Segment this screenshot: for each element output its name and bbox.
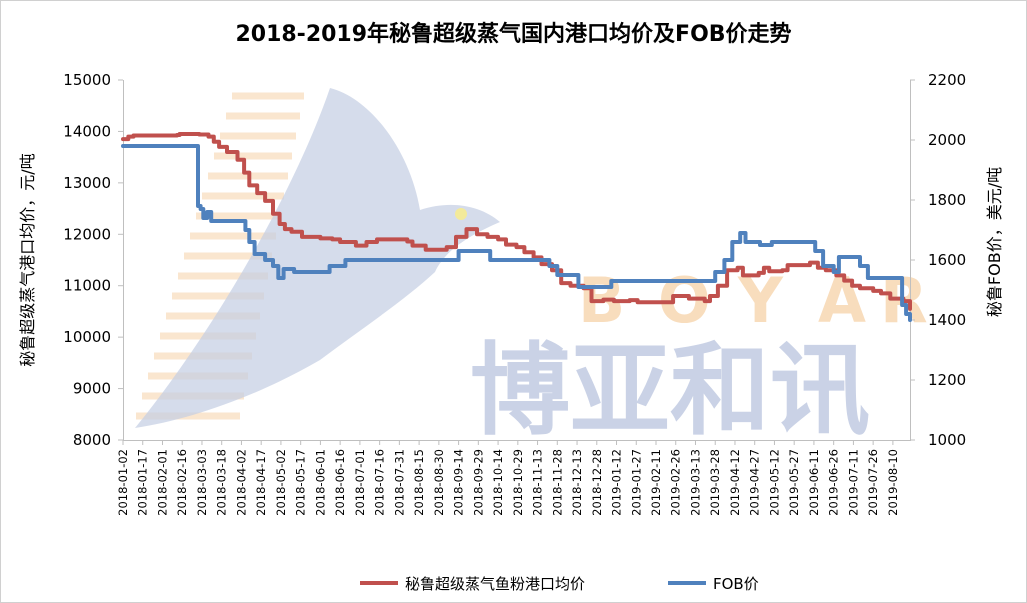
x-tick-label: 2018-06-16	[333, 449, 347, 516]
watermark-chinese: 博亚和讯	[470, 332, 870, 449]
x-tick-label: 2019-05-27	[787, 449, 801, 516]
x-tick-label: 2019-07-11	[846, 449, 860, 516]
series-layer	[121, 132, 912, 322]
x-tick-label: 2018-11-13	[531, 449, 545, 516]
x-tick-label: 2019-01-12	[610, 449, 624, 516]
right-tick-label: 2200	[928, 71, 966, 89]
right-axis-ticks: 1000 1200 1400 1600 1800 2000 2200	[910, 71, 966, 449]
left-tick-label: 10000	[63, 328, 111, 346]
x-tick-label: 2018-05-17	[294, 449, 308, 516]
left-axis-title: 秘鲁超级蒸气港口均价，元/吨	[18, 153, 37, 366]
watermark-bird-shape	[135, 88, 500, 428]
right-tick-label: 2000	[928, 131, 966, 149]
chart-title: 2018-2019年秘鲁超级蒸气国内港口均价及FOB价走势	[235, 22, 792, 47]
right-tick-label: 1400	[928, 311, 966, 329]
x-tick-label: 2018-07-16	[373, 449, 387, 516]
x-tick-label: 2018-12-13	[570, 449, 584, 516]
x-tick-label: 2018-04-17	[254, 449, 268, 516]
x-tick-label: 2018-10-29	[511, 449, 525, 516]
right-tick-label: 1200	[928, 371, 966, 389]
left-tick-label: 13000	[63, 174, 111, 192]
left-tick-label: 14000	[63, 122, 111, 140]
x-tick-label: 2018-07-01	[353, 449, 367, 516]
x-tick-label: 2018-09-14	[452, 449, 466, 516]
x-tick-label: 2018-03-18	[215, 449, 229, 516]
x-tick-label: 2018-04-02	[234, 449, 248, 516]
x-tick-label: 2019-01-27	[629, 449, 643, 516]
x-tick-label: 2019-04-12	[728, 449, 742, 516]
axes: 8000 9000 10000 11000 12000 13000 14000 15000 1…	[63, 71, 966, 516]
x-tick-label: 2019-06-26	[827, 449, 841, 516]
x-tick-label: 2018-01-17	[136, 449, 150, 516]
x-tick-label: 2019-08-10	[886, 449, 900, 516]
x-tick-label: 2019-04-27	[748, 449, 762, 516]
x-tick-label: 2018-02-16	[175, 449, 189, 516]
x-tick-label: 2018-10-14	[491, 449, 505, 516]
legend: 秘鲁超级蒸气鱼粉港口均价 FOB价	[360, 575, 759, 593]
right-axis-title: 秘鲁FOB价，美元/吨	[985, 167, 1004, 317]
right-tick-label: 1600	[928, 251, 966, 269]
x-tick-label: 2018-02-01	[155, 449, 169, 516]
x-tick-label: 2019-06-11	[807, 449, 821, 516]
left-tick-label: 12000	[63, 225, 111, 243]
x-tick-label: 2018-01-02	[116, 449, 130, 516]
x-tick-label: 2018-12-28	[590, 449, 604, 516]
watermark-eye	[455, 208, 467, 220]
left-tick-label: 15000	[63, 71, 111, 89]
x-tick-label: 2018-03-03	[195, 449, 209, 516]
left-tick-label: 11000	[63, 277, 111, 295]
x-tick-label: 2019-07-26	[866, 449, 880, 516]
x-tick-label: 2018-05-02	[274, 449, 288, 516]
right-tick-label: 1800	[928, 191, 966, 209]
x-tick-label: 2018-06-01	[313, 449, 327, 516]
left-tick-label: 8000	[73, 431, 111, 449]
x-tick-label: 2018-09-29	[471, 449, 485, 516]
x-tick-label: 2019-05-12	[767, 449, 781, 516]
legend-label-fob: FOB价	[713, 575, 759, 593]
x-tick-label: 2018-07-31	[392, 449, 406, 516]
right-tick-label: 1000	[928, 431, 966, 449]
x-tick-label: 2018-08-15	[412, 449, 426, 516]
x-tick-label: 2019-02-26	[669, 449, 683, 516]
x-tick-label: 2019-03-13	[688, 449, 702, 516]
series-line-fob-price	[121, 144, 912, 322]
left-tick-label: 9000	[73, 380, 111, 398]
x-tick-label: 2018-11-28	[550, 449, 564, 516]
left-axis-ticks: 8000 9000 10000 11000 12000 13000 14000 15000	[63, 71, 123, 449]
x-tick-label: 2019-03-28	[708, 449, 722, 516]
x-axis-ticks: 2018-01-02 2018-01-17 2018-02-01 2018-02-16…	[116, 440, 900, 516]
x-tick-label: 2019-02-11	[649, 449, 663, 516]
x-tick-label: 2018-08-30	[432, 449, 446, 516]
legend-label-domestic: 秘鲁超级蒸气鱼粉港口均价	[405, 575, 585, 593]
series-line-domestic-price	[121, 132, 912, 311]
